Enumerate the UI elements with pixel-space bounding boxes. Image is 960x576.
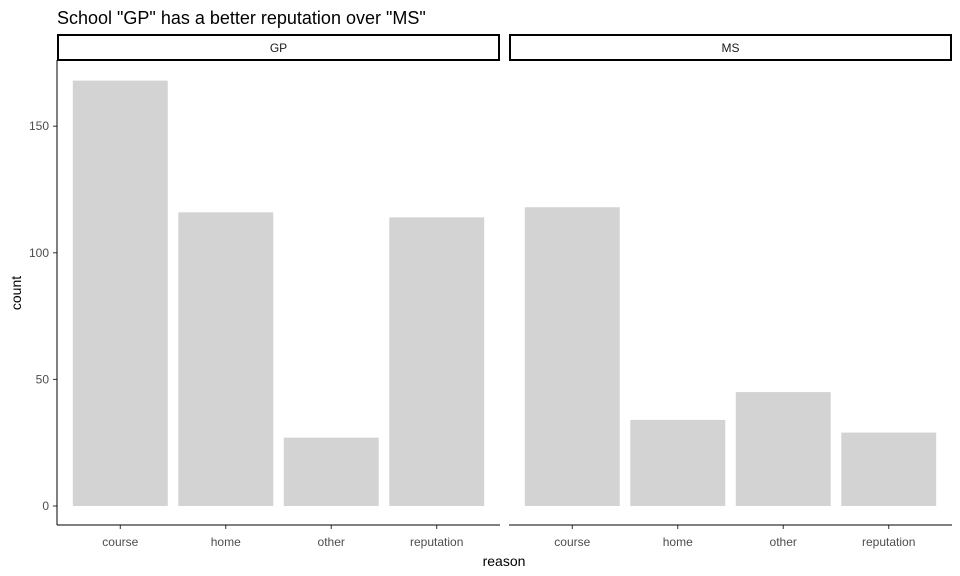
facet-strip [509, 34, 952, 61]
x-tick-label: other [770, 535, 797, 549]
facet-panel-ms: MS course home other reputation [509, 34, 952, 549]
x-axis-title: reason [483, 553, 526, 569]
x-tick-label: course [554, 535, 590, 549]
y-tick-label: 150 [29, 119, 49, 133]
facet-strip-label: MS [722, 41, 740, 55]
bar-gp-other [283, 437, 379, 506]
bar-ms-other [735, 392, 831, 506]
y-axis-title: count [8, 276, 24, 310]
facet-strip-label: GP [270, 41, 287, 55]
facet-panels: 0 50 100 150 GP course home other reputation MS co… [29, 34, 952, 549]
bar-ms-reputation [841, 432, 937, 506]
x-tick-label: reputation [862, 535, 915, 549]
bar-gp-reputation [389, 217, 485, 507]
bar-ms-course [524, 207, 620, 506]
x-tick-label: reputation [410, 535, 463, 549]
x-tick-label: other [318, 535, 345, 549]
y-tick-label: 0 [42, 499, 49, 513]
y-tick-label: 50 [36, 372, 50, 386]
facet-panel-gp: GP course home other reputation [57, 34, 500, 549]
y-tick-label: 100 [29, 246, 49, 260]
x-tick-label: home [211, 535, 241, 549]
bar-gp-course [72, 80, 168, 507]
bar-ms-home [630, 419, 726, 506]
x-tick-label: home [663, 535, 693, 549]
x-tick-label: course [102, 535, 138, 549]
bar-gp-home [178, 212, 274, 506]
facet-strip [57, 34, 500, 61]
chart-title: School "GP" has a better reputation over… [57, 8, 426, 28]
